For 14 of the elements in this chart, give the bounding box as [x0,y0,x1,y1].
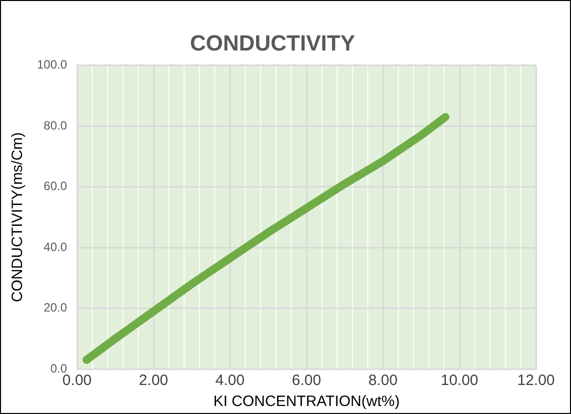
y-tick-label: 60.0 [44,179,68,194]
x-tick-label: 4.00 [215,372,245,390]
y-tick-label: 40.0 [44,240,68,254]
chart-title: CONDUCTIVITY [190,30,356,56]
x-tick-label: 8.00 [368,372,398,390]
x-tick-label: 10.00 [440,372,478,390]
y-axis-title: CONDUCTIVITY(ms/Cm) [9,132,26,302]
x-axis-title: KI CONCENTRATION(wt%) [213,393,400,410]
x-tick-label: 6.00 [292,372,322,390]
y-tick-label: 100.0 [37,58,68,72]
x-tick-label: 12.00 [517,372,555,390]
y-tick-label: 20.0 [44,300,68,315]
x-tick-label: 2.00 [138,372,168,390]
y-tick-label: 80.0 [44,118,68,132]
